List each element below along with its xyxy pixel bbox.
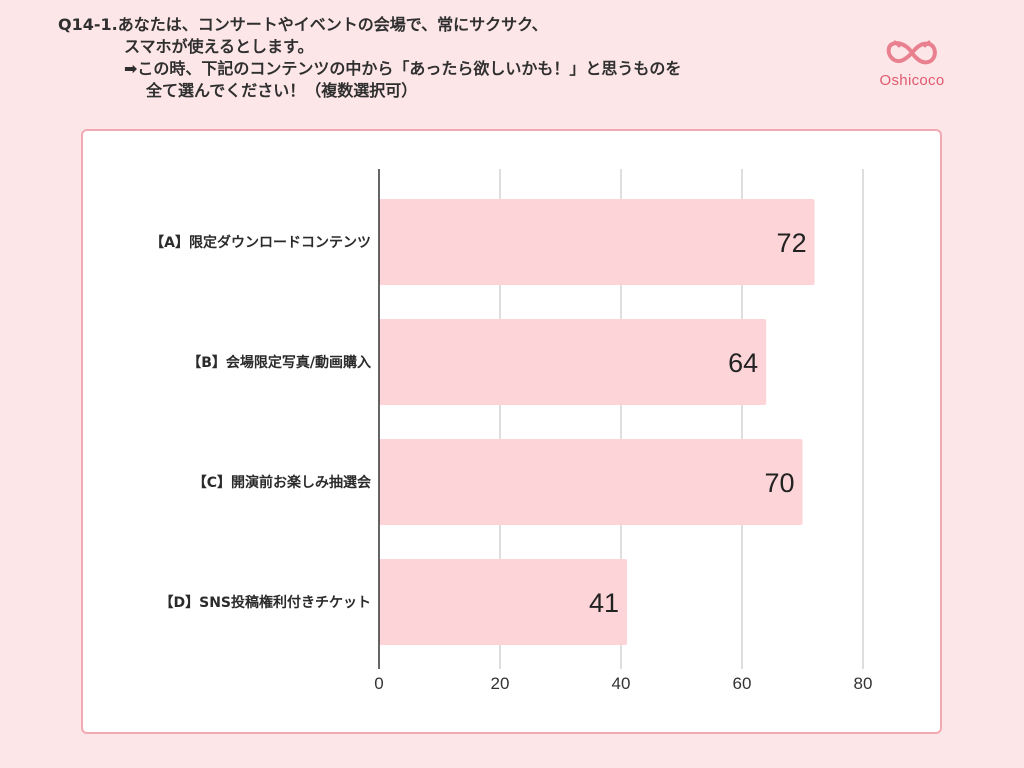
value-label: 70 bbox=[764, 468, 794, 498]
question-line-2: スマホが使えるとします。 bbox=[124, 37, 314, 56]
logo-text: Oshicoco bbox=[879, 72, 945, 89]
category-label: 【C】開演前お楽しみ抽選会 bbox=[193, 474, 372, 491]
value-label: 64 bbox=[728, 348, 758, 378]
x-tick-label: 40 bbox=[612, 674, 631, 693]
x-tick-label: 0 bbox=[374, 674, 383, 693]
oshicoco-logo: Oshicoco bbox=[872, 36, 952, 89]
question-line-3: ➡この時、下記のコンテンツの中から「あったら欲しいかも！」と思うものを bbox=[124, 59, 682, 78]
x-tick-label: 80 bbox=[854, 674, 873, 693]
category-label: 【A】限定ダウンロードコンテンツ bbox=[150, 234, 371, 251]
value-label: 41 bbox=[589, 588, 619, 618]
bar bbox=[379, 319, 767, 405]
bar bbox=[379, 199, 815, 285]
value-label: 72 bbox=[777, 228, 807, 258]
bar-chart: 【A】限定ダウンロードコンテンツ【B】会場限定写真/動画購入【C】開演前お楽しみ… bbox=[150, 169, 873, 693]
question-line-1: Q14-1.あなたは、コンサートやイベントの会場で、常にサクサク、 bbox=[58, 15, 548, 34]
category-label: 【D】SNS投稿権利付きチケット bbox=[159, 594, 371, 611]
x-tick-label: 20 bbox=[491, 674, 510, 693]
category-label: 【B】会場限定写真/動画購入 bbox=[187, 354, 371, 371]
chart-panel: 【A】限定ダウンロードコンテンツ【B】会場限定写真/動画購入【C】開演前お楽しみ… bbox=[81, 129, 942, 734]
infinity-logo-icon bbox=[886, 40, 937, 65]
question-text: Q14-1.あなたは、コンサートやイベントの会場で、常にサクサク、 スマホが使え… bbox=[58, 14, 858, 102]
bar bbox=[379, 559, 628, 645]
bar bbox=[379, 439, 803, 525]
x-tick-label: 60 bbox=[733, 674, 752, 693]
question-line-4: 全て選んでください！（複数選択可） bbox=[146, 81, 418, 100]
